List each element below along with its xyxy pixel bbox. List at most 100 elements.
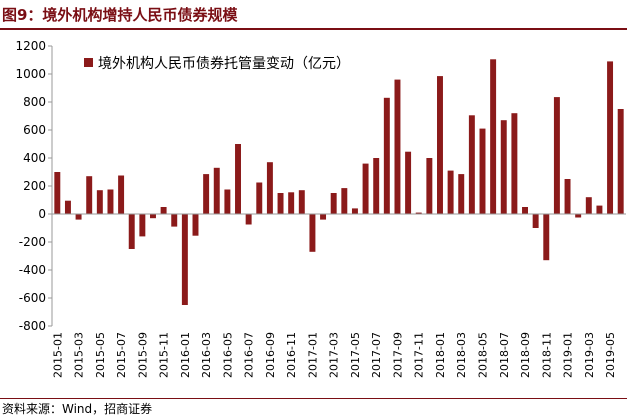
bar-2019-04 bbox=[596, 205, 603, 214]
x-tick-label: 2017-09 bbox=[391, 332, 404, 378]
bar-2018-08 bbox=[511, 113, 518, 214]
bar-chart: -800 -600 -400 -200 0 200 400 600 800 1000 1200 20… bbox=[15, 39, 626, 378]
bar-2015-04 bbox=[86, 176, 93, 214]
x-tick-label: 2017-11 bbox=[413, 332, 426, 378]
y-tick-label: 0 bbox=[38, 207, 46, 221]
y-tick-label: -600 bbox=[19, 291, 46, 305]
bar-2018-05 bbox=[479, 128, 486, 214]
bar-2017-06 bbox=[362, 163, 369, 214]
bar-2018-06 bbox=[490, 59, 497, 214]
bar-2016-12 bbox=[298, 190, 305, 214]
x-tick-label: 2015-09 bbox=[136, 332, 149, 378]
bar-2016-07 bbox=[245, 214, 252, 225]
bar-2017-04 bbox=[341, 188, 348, 214]
bar-2019-02 bbox=[575, 214, 582, 218]
bar-2016-11 bbox=[288, 192, 295, 214]
bottom-rule bbox=[0, 398, 627, 399]
bar-2015-01 bbox=[54, 172, 61, 214]
bar-2019-03 bbox=[585, 197, 592, 214]
legend-swatch bbox=[84, 58, 93, 67]
bar-2018-11 bbox=[543, 214, 550, 261]
x-tick-label: 2018-11 bbox=[540, 332, 553, 378]
x-tick-label: 2019-03 bbox=[583, 332, 596, 378]
bar-2017-03 bbox=[330, 193, 337, 214]
x-tick-label: 2015-01 bbox=[51, 332, 64, 378]
bar-2015-11 bbox=[160, 207, 167, 214]
x-tick-label: 2016-07 bbox=[243, 332, 256, 378]
bar-2017-10 bbox=[405, 151, 412, 214]
bar-series bbox=[54, 59, 624, 305]
bar-2016-02 bbox=[192, 214, 199, 236]
bar-2018-03 bbox=[458, 174, 465, 214]
x-tick-label: 2018-01 bbox=[434, 332, 447, 378]
y-tick-label: -800 bbox=[19, 319, 46, 333]
bar-2015-05 bbox=[96, 190, 103, 214]
bar-2015-03 bbox=[75, 214, 82, 220]
source-note: 资料来源：Wind，招商证券 bbox=[2, 402, 153, 416]
x-tick-label: 2018-07 bbox=[498, 332, 511, 378]
bar-2017-09 bbox=[394, 79, 401, 214]
bar-2018-04 bbox=[468, 115, 475, 214]
y-tick-label: 200 bbox=[23, 179, 46, 193]
bar-2015-06 bbox=[107, 189, 114, 214]
y-tick-label: 1200 bbox=[15, 39, 46, 53]
legend-label: 境外机构人民币债券托管量变动（亿元） bbox=[98, 56, 350, 72]
y-tick-label: 800 bbox=[23, 95, 46, 109]
bar-2016-04 bbox=[213, 167, 220, 214]
bar-2015-08 bbox=[128, 214, 135, 249]
bar-2015-12 bbox=[171, 214, 178, 227]
bar-2017-12 bbox=[426, 158, 433, 214]
x-tick-label: 2017-03 bbox=[328, 332, 341, 378]
bar-2017-02 bbox=[320, 214, 327, 220]
bar-2016-08 bbox=[256, 182, 263, 214]
x-tick-label: 2015-11 bbox=[158, 332, 171, 378]
bar-2019-01 bbox=[564, 179, 571, 214]
y-axis: -800 -600 -400 -200 0 200 400 600 800 1000 1200 bbox=[15, 39, 53, 333]
x-tick-label: 2016-01 bbox=[179, 332, 192, 378]
figure-title: 图9：境外机构增持人民币债券规模 bbox=[2, 6, 238, 24]
bar-2018-02 bbox=[447, 170, 454, 214]
bar-2018-09 bbox=[522, 207, 528, 214]
bar-2017-01 bbox=[309, 214, 316, 252]
x-tick-label: 2018-09 bbox=[519, 332, 532, 378]
bar-2018-07 bbox=[500, 120, 507, 214]
bar-2016-03 bbox=[203, 174, 210, 214]
bar-2018-01 bbox=[437, 76, 443, 214]
x-tick-label: 2015-03 bbox=[73, 332, 86, 378]
x-tick-label: 2015-07 bbox=[115, 332, 128, 378]
bar-2016-09 bbox=[266, 162, 273, 214]
bar-2019-05 bbox=[607, 61, 614, 215]
bar-2017-05 bbox=[351, 208, 358, 214]
x-tick-label: 2017-01 bbox=[306, 332, 319, 378]
bar-2015-10 bbox=[150, 214, 156, 219]
bar-2017-08 bbox=[383, 97, 390, 214]
bar-2018-12 bbox=[553, 97, 560, 214]
x-tick-label: 2017-05 bbox=[349, 332, 362, 378]
y-tick-label: -400 bbox=[19, 263, 46, 277]
bar-2017-11 bbox=[415, 212, 422, 214]
bar-2015-07 bbox=[118, 175, 125, 214]
x-tick-label: 2018-05 bbox=[477, 332, 490, 378]
bar-2018-10 bbox=[532, 214, 539, 228]
x-tick-label: 2019-01 bbox=[562, 332, 575, 378]
bar-2016-01 bbox=[181, 214, 188, 305]
y-tick-label: 1000 bbox=[15, 67, 46, 81]
x-tick-label: 2016-11 bbox=[285, 332, 298, 378]
bar-2016-05 bbox=[224, 189, 231, 214]
x-tick-label: 2015-05 bbox=[94, 332, 107, 378]
y-tick-label: 600 bbox=[23, 123, 46, 137]
bar-2017-07 bbox=[373, 158, 380, 214]
bar-2015-02 bbox=[64, 200, 71, 214]
bar-2015-09 bbox=[139, 214, 146, 237]
x-tick-label: 2016-03 bbox=[200, 332, 213, 378]
bar-2016-06 bbox=[235, 144, 241, 214]
x-tick-label: 2016-05 bbox=[221, 332, 234, 378]
x-tick-label: 2018-03 bbox=[455, 332, 468, 378]
y-tick-label: -200 bbox=[19, 235, 46, 249]
bar-2016-10 bbox=[277, 193, 284, 214]
title-rule bbox=[0, 28, 627, 30]
x-tick-label: 2016-09 bbox=[264, 332, 277, 378]
x-tick-label: 2017-07 bbox=[370, 332, 383, 378]
legend: 境外机构人民币债券托管量变动（亿元） bbox=[84, 56, 350, 72]
y-tick-label: 400 bbox=[23, 151, 46, 165]
